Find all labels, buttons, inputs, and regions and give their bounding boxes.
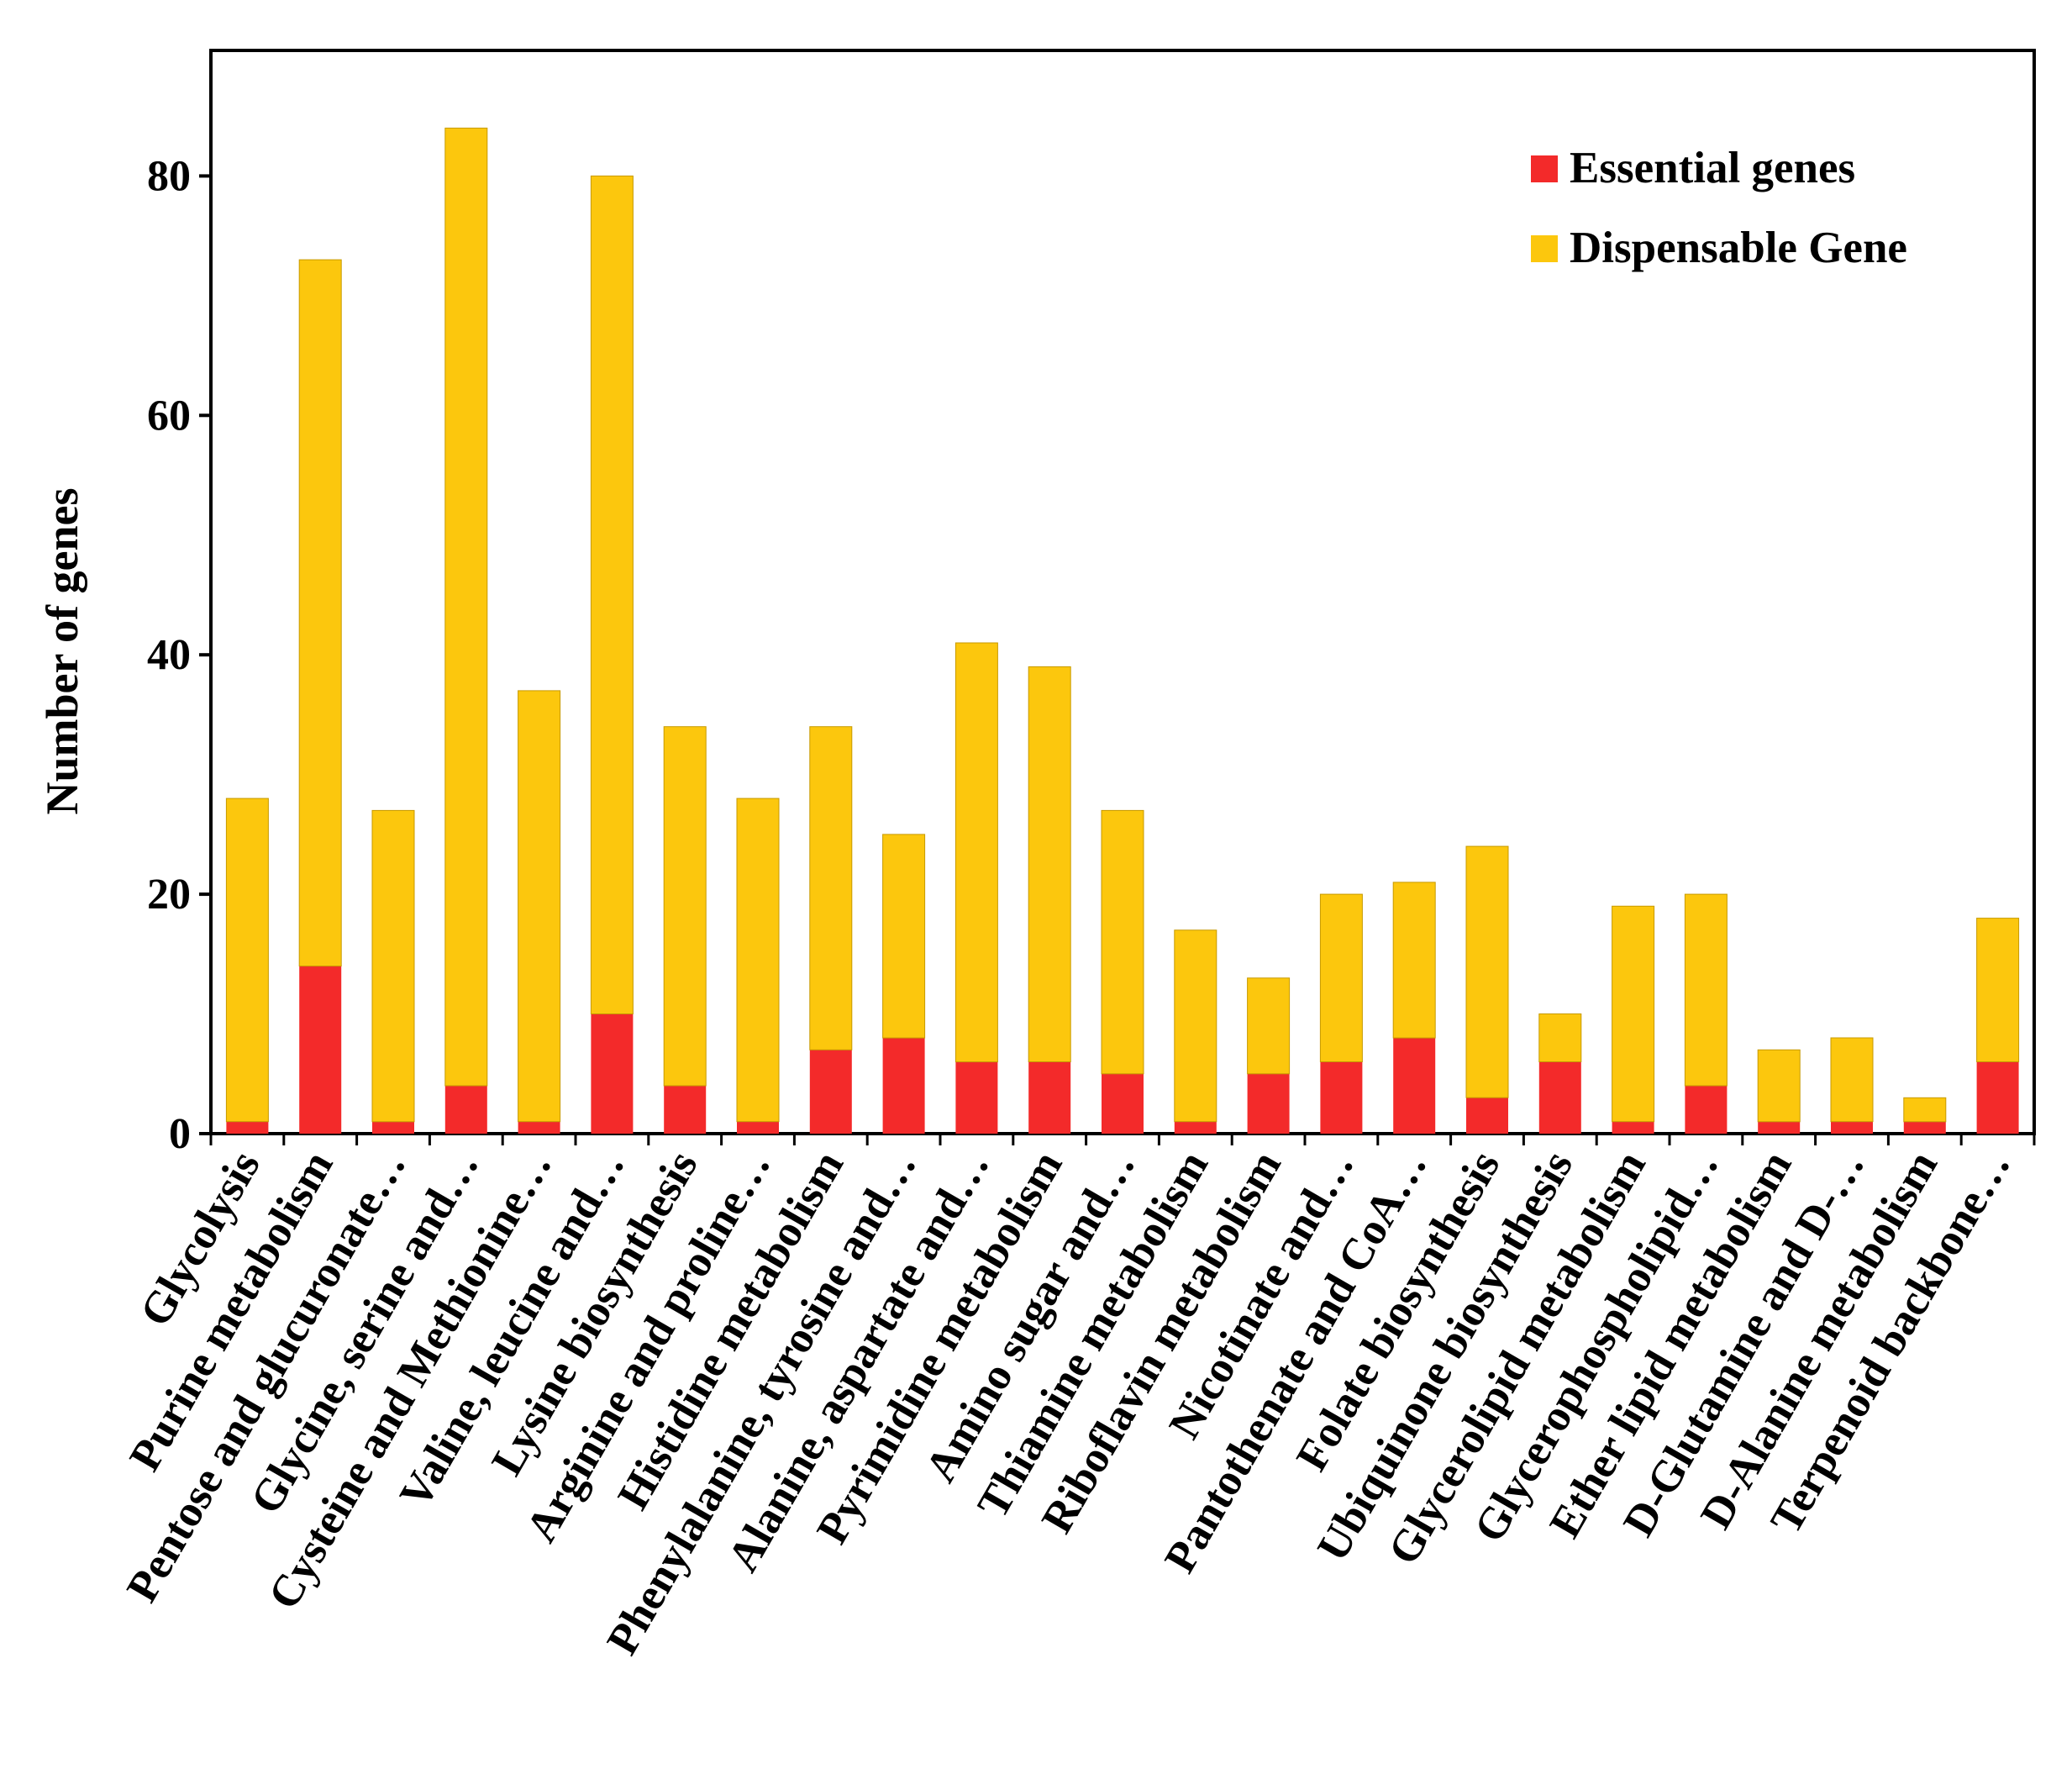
bar-dispensable-13 <box>1174 929 1217 1123</box>
bar-essential-8 <box>809 1050 852 1134</box>
bar-dispensable-6 <box>663 726 707 1087</box>
bar-essential-4 <box>518 1121 560 1134</box>
bar-dispensable-4 <box>518 690 561 1123</box>
bar-essential-17 <box>1466 1098 1508 1134</box>
bar-essential-12 <box>1102 1073 1144 1134</box>
bar-essential-3 <box>444 1086 487 1134</box>
y-axis-ticks: 0 20 40 60 80 <box>147 152 211 1158</box>
bar-essential-21 <box>1758 1121 1801 1134</box>
bar-dispensable-15 <box>1319 893 1363 1062</box>
bar-dispensable-11 <box>1028 666 1071 1063</box>
y-tick-label: 40 <box>147 631 191 679</box>
bar-essential-7 <box>737 1121 779 1134</box>
y-axis-title: Number of genes <box>37 488 87 815</box>
bar-essential-22 <box>1831 1121 1873 1134</box>
bars-group <box>225 127 2020 1134</box>
bar-dispensable-9 <box>882 834 926 1039</box>
y-tick-label: 60 <box>147 392 191 440</box>
bar-essential-15 <box>1320 1061 1363 1134</box>
bar-essential-2 <box>372 1121 414 1134</box>
bar-essential-18 <box>1538 1061 1581 1134</box>
bar-essential-1 <box>299 966 342 1134</box>
bar-essential-13 <box>1174 1121 1217 1134</box>
bar-dispensable-14 <box>1247 977 1291 1075</box>
y-tick-label: 20 <box>147 871 191 919</box>
legend-swatch-dispensable <box>1531 235 1558 262</box>
bar-dispensable-12 <box>1101 809 1144 1075</box>
legend-label-dispensable: Dispensable Gene <box>1570 224 1907 272</box>
bar-essential-16 <box>1393 1038 1436 1134</box>
bar-dispensable-20 <box>1684 893 1728 1087</box>
bar-essential-24 <box>1976 1061 2019 1134</box>
bar-dispensable-2 <box>371 809 415 1123</box>
bar-dispensable-21 <box>1757 1049 1801 1123</box>
bar-essential-20 <box>1685 1086 1728 1134</box>
bar-dispensable-1 <box>298 259 342 967</box>
bar-dispensable-16 <box>1392 882 1436 1039</box>
bar-essential-19 <box>1612 1121 1654 1134</box>
bar-dispensable-8 <box>809 726 853 1050</box>
bar-dispensable-7 <box>736 798 780 1123</box>
bar-essential-0 <box>226 1121 269 1134</box>
legend-swatch-essential <box>1531 155 1558 182</box>
bar-essential-11 <box>1028 1061 1071 1134</box>
bar-essential-14 <box>1247 1073 1290 1134</box>
bar-dispensable-5 <box>590 175 634 1014</box>
bar-essential-6 <box>664 1086 707 1134</box>
bar-dispensable-23 <box>1903 1097 1947 1123</box>
bar-dispensable-10 <box>954 642 998 1063</box>
bar-dispensable-17 <box>1465 845 1509 1098</box>
bar-dispensable-22 <box>1830 1037 1874 1123</box>
bar-essential-9 <box>882 1038 925 1134</box>
bar-dispensable-3 <box>444 127 488 1087</box>
legend: Essential genes Dispensable Gene <box>1531 144 1907 272</box>
legend-label-essential: Essential genes <box>1570 144 1855 192</box>
bar-dispensable-19 <box>1612 905 1655 1123</box>
bar-essential-5 <box>591 1013 634 1134</box>
bar-essential-10 <box>955 1061 998 1134</box>
bar-dispensable-0 <box>225 798 269 1123</box>
y-tick-label: 80 <box>147 152 191 200</box>
bar-dispensable-18 <box>1538 1013 1582 1062</box>
y-tick-label: 0 <box>169 1110 191 1158</box>
bar-essential-23 <box>1903 1121 1946 1134</box>
bar-dispensable-24 <box>1976 918 2020 1062</box>
